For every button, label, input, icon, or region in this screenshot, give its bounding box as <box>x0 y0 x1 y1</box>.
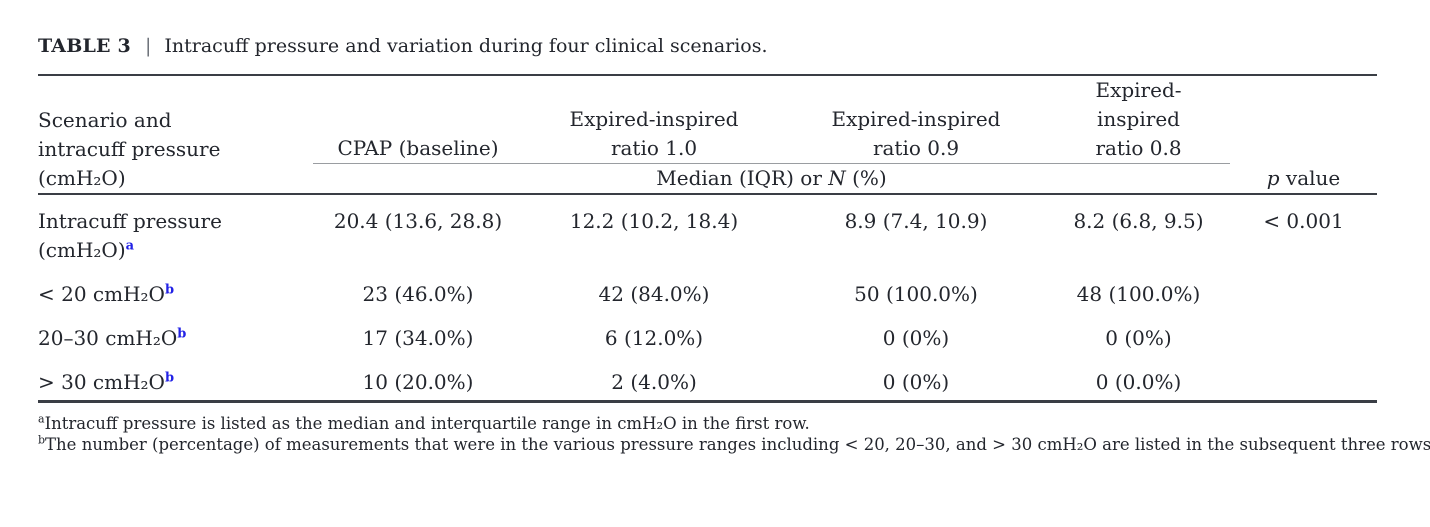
cell-value: 50 (100.0%) <box>854 282 978 306</box>
cell-value: 0 (0%) <box>882 326 950 350</box>
cell-value: 0 (0.0%) <box>1095 370 1182 394</box>
table-row-under-20: < 20 cmH₂Ob 23 (46.0%) 42 (84.0%) 50 (10… <box>38 268 1377 312</box>
column-header-p-value-p: p <box>1266 165 1280 190</box>
cell-p-value: < 0.001 <box>1263 209 1344 233</box>
subheader-median-iqr: Median (IQR) or N (%) <box>313 163 1230 195</box>
column-header-ratio-0-8-line1: Expired- <box>1095 78 1182 102</box>
table-caption-separator: | <box>144 35 152 57</box>
cell-value: 8.2 (6.8, 9.5) <box>1073 209 1204 233</box>
column-header-p-value: p value <box>1230 163 1377 195</box>
column-header-ratio-1-0-line2: ratio 1.0 <box>610 136 698 160</box>
data-table: Scenario and intracuff pressure (cmH₂O) … <box>38 74 1377 403</box>
cell-value: 23 (46.0%) <box>362 282 474 306</box>
column-header-cpap-baseline: CPAP (baseline) <box>313 75 523 164</box>
table-footnotes: aIntracuff pressure is listed as the med… <box>38 414 1430 456</box>
column-header-ratio-0-8-line3: ratio 0.8 <box>1095 136 1182 160</box>
row-label-intracuff-pressure: Intracuff pressure (cmH₂O)a <box>38 194 313 268</box>
header-row-measure: Median (IQR) or N (%) p value <box>38 163 1377 195</box>
subheader-median-n: N <box>828 166 846 190</box>
footnote-marker-a: a <box>125 238 135 254</box>
column-header-ratio-0-9-line1: Expired-inspired <box>831 107 1001 131</box>
cell-p-value <box>1230 312 1377 356</box>
column-header-cpap-baseline-label: CPAP (baseline) <box>337 136 499 160</box>
table-caption-label: TABLE 3 <box>38 35 131 57</box>
cell-value: 0 (0%) <box>1105 326 1172 350</box>
footnote-marker-b: b <box>177 326 187 342</box>
footnote-b-marker: b <box>38 433 46 446</box>
table-row-intracuff-pressure: Intracuff pressure (cmH₂O)a 20.4 (13.6, … <box>38 194 1377 268</box>
column-header-ratio-0-9-line2: ratio 0.9 <box>872 136 960 160</box>
table-row-over-30: > 30 cmH₂Ob 10 (20.0%) 2 (4.0%) 0 (0%) 0… <box>38 356 1377 402</box>
column-header-ratio-1-0-line1: Expired-inspired <box>569 107 739 131</box>
table-caption-text: Intracuff pressure and variation during … <box>164 35 768 57</box>
cell-value: 42 (84.0%) <box>598 282 710 306</box>
table-caption: TABLE 3 | Intracuff pressure and variation… <box>38 34 1377 58</box>
row-label-20-to-30-text: 20–30 cmH₂O <box>38 326 178 350</box>
cell-value: 20.4 (13.6, 28.8) <box>333 209 503 233</box>
row-label-under-20: < 20 cmH₂Ob <box>38 268 313 312</box>
column-header-scenario-line2: intracuff pressure <box>38 137 221 161</box>
row-label-intracuff-line2: (cmH₂O) <box>38 238 126 262</box>
row-label-20-to-30: 20–30 cmH₂Ob <box>38 312 313 356</box>
column-header-pvalue-spacer <box>1230 75 1377 164</box>
column-header-scenario-line1: Scenario and <box>38 108 172 132</box>
column-header-ratio-0-8-line2: inspired <box>1097 107 1180 131</box>
column-header-ratio-1-0: Expired-inspired ratio 1.0 <box>523 75 785 164</box>
cell-value: 12.2 (10.2, 18.4) <box>569 209 739 233</box>
column-header-p-value-rest: value <box>1279 165 1341 190</box>
column-header-scenario: Scenario and intracuff pressure (cmH₂O) <box>38 75 313 195</box>
cell-value: 0 (0%) <box>882 370 950 394</box>
cell-value: 17 (34.0%) <box>362 326 474 350</box>
cell-value: 10 (20.0%) <box>362 370 474 394</box>
subheader-median-post: (%) <box>845 166 887 190</box>
row-label-over-30-text: > 30 cmH₂O <box>38 370 165 394</box>
cell-p-value <box>1230 356 1377 402</box>
column-header-ratio-0-9: Expired-inspired ratio 0.9 <box>785 75 1047 164</box>
footnote-b-text: The number (percentage) of measurements … <box>45 434 1430 454</box>
column-header-ratio-0-8: Expired- inspired ratio 0.8 <box>1047 75 1230 164</box>
footnote-a-marker: a <box>38 412 45 426</box>
footnote-marker-b: b <box>164 370 175 386</box>
cell-value: 48 (100.0%) <box>1076 282 1201 306</box>
column-header-scenario-line3: (cmH₂O) <box>38 166 126 190</box>
cell-value: 2 (4.0%) <box>611 370 697 394</box>
footnote-b: bThe number (percentage) of measurements… <box>38 433 1430 456</box>
cell-value: 6 (12.0%) <box>604 326 704 350</box>
cell-value: 8.9 (7.4, 10.9) <box>844 209 988 233</box>
row-label-intracuff-line1: Intracuff pressure <box>38 209 222 233</box>
table-row-20-to-30: 20–30 cmH₂Ob 17 (34.0%) 6 (12.0%) 0 (0%)… <box>38 312 1377 356</box>
footnote-a-text: Intracuff pressure is listed as the medi… <box>44 414 810 433</box>
row-label-under-20-text: < 20 cmH₂O <box>38 282 165 306</box>
row-label-over-30: > 30 cmH₂Ob <box>38 356 313 402</box>
cell-p-value <box>1230 268 1377 312</box>
footnote-a: aIntracuff pressure is listed as the med… <box>38 414 1377 435</box>
header-row-scenarios: Scenario and intracuff pressure (cmH₂O) … <box>38 75 1377 195</box>
subheader-median-pre: Median (IQR) or <box>656 166 829 190</box>
footnote-marker-b: b <box>164 282 175 298</box>
